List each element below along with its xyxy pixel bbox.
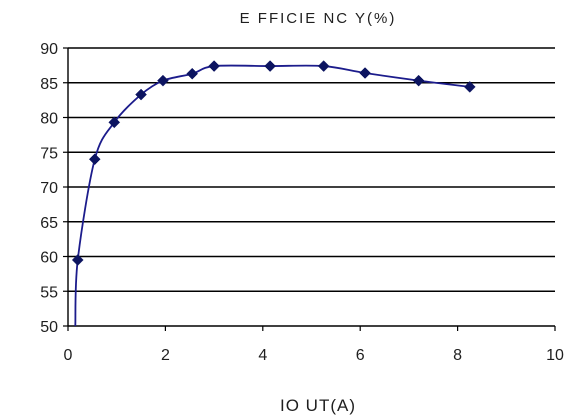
y-tick-label-85: 85	[40, 76, 58, 93]
data-point-7	[264, 60, 276, 72]
data-point-0	[71, 254, 84, 266]
data-point-9	[359, 67, 371, 79]
x-axis-ticks: 0 2 4 6 8 10	[64, 326, 564, 364]
y-tick-label-50: 50	[40, 319, 58, 336]
data-point-3	[135, 88, 147, 101]
y-tick-label-60: 60	[40, 250, 58, 267]
data-point-11	[463, 81, 476, 93]
data-point-10	[412, 74, 425, 87]
y-tick-label-80: 80	[40, 111, 58, 128]
grid-lines	[68, 47, 555, 292]
data-point-8	[317, 60, 330, 72]
x-tick-label-4: 4	[258, 347, 267, 364]
y-tick-label-70: 70	[40, 180, 58, 197]
data-point-2	[108, 116, 121, 129]
x-tick-label-8: 8	[453, 347, 462, 364]
chart-title: E FFICIE NC Y(%)	[240, 10, 397, 27]
series-efficiency	[74, 64, 470, 327]
y-tick-label-65: 65	[40, 215, 58, 232]
y-axis-ticks: 50 55 60 65 70 75 80 85 90	[40, 41, 68, 336]
x-tick-label-10: 10	[546, 347, 564, 364]
y-tick-label-75: 75	[40, 145, 58, 162]
data-point-4	[157, 74, 169, 87]
data-markers	[71, 60, 476, 266]
y-tick-label-55: 55	[40, 284, 58, 301]
x-tick-label-6: 6	[356, 347, 365, 364]
y-tick-label-90: 90	[40, 41, 58, 58]
data-point-1	[88, 153, 101, 166]
x-axis-title: IO UT(A)	[280, 396, 356, 415]
data-point-6	[208, 60, 220, 72]
x-tick-label-2: 2	[161, 347, 170, 364]
series-line-0	[74, 64, 470, 327]
data-point-5	[186, 67, 199, 80]
x-tick-label-0: 0	[64, 347, 73, 364]
